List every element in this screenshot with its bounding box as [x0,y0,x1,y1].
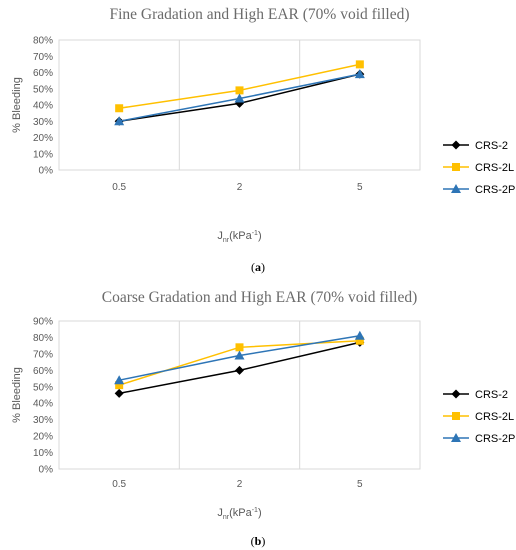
x-tick-label: 5 [357,182,363,193]
x-axis-label-part: -1 [252,230,258,237]
figure-caption: (a) [251,260,265,274]
y-axis-label: % Bleeding [11,367,23,423]
data-point-crs-2l [355,336,364,345]
y-tick-label: 40% [33,101,53,112]
data-point-crs-2p [354,330,365,340]
data-point-crs-2 [235,365,244,375]
plot-area [58,320,421,470]
y-tick-label: 50% [33,382,53,393]
y-tick-label: 10% [33,149,53,160]
y-tick-label: 20% [33,133,53,144]
data-point-crs-2 [114,388,124,398]
x-tick-label: 5 [357,479,363,490]
chart-title: Coarse Gradation and High EAR (70% void … [102,289,418,306]
data-point-crs-2l [115,381,124,390]
caption-letter: b [255,534,262,548]
x-axis-label-part: nr [223,237,230,244]
x-axis-label-part: nr [223,514,230,521]
chart-1: Coarse Gradation and High EAR (70% void … [11,289,515,548]
legend-marker [451,140,461,150]
y-tick-label: 30% [33,415,53,426]
figure-caption: (b) [251,534,266,548]
y-tick-label: 80% [33,36,53,47]
data-point-crs-2l [355,60,364,69]
caption-close: ) [261,534,265,548]
x-axis-label: Jnr(kPa-1) [217,230,261,244]
data-point-crs-2l [235,343,244,352]
y-tick-label: 80% [33,333,53,344]
legend-label: CRS-2 [475,389,508,401]
data-point-crs-2p [354,69,365,79]
y-tick-label: 0% [39,465,54,476]
chart-title: Fine Gradation and High EAR (70% void fi… [109,6,409,23]
data-point-crs-2p [114,375,125,385]
x-axis-label-part: (kPa [229,507,253,519]
legend-label: CRS-2P [475,184,515,196]
data-point-crs-2p [234,350,245,360]
y-tick-label: 0% [39,166,54,177]
legend-marker [451,389,461,399]
chart-0: Fine Gradation and High EAR (70% void fi… [11,6,515,274]
legend-label: CRS-2 [475,140,508,152]
x-tick-label: 0.5 [112,479,126,490]
x-axis-label-part: ) [258,507,262,519]
x-axis-label-part: J [217,507,223,519]
y-tick-label: 50% [33,84,53,95]
x-tick-label: 0.5 [112,182,126,193]
data-point-crs-2p [234,93,245,103]
x-tick-label: 2 [237,479,243,490]
y-tick-label: 70% [33,52,53,63]
data-point-crs-2p [114,116,125,126]
x-axis-label-part: ) [258,230,262,242]
data-point-crs-2l [115,104,124,113]
caption-open: ( [251,260,255,274]
y-tick-label: 60% [33,366,53,377]
y-tick-label: 60% [33,68,53,79]
x-axis-label-part: J [217,230,223,242]
x-axis-label: Jnr(kPa-1) [217,507,261,521]
caption-letter: a [255,260,261,274]
y-axis-label: % Bleeding [11,77,23,133]
x-axis-label-part: (kPa [229,230,253,242]
legend-marker [451,433,461,442]
x-axis-label-part: -1 [252,507,258,514]
legend-marker [452,412,460,420]
y-tick-label: 30% [33,117,53,128]
data-point-crs-2l [235,86,244,95]
caption-close: ) [261,260,265,274]
caption-open: ( [251,534,255,548]
legend-label: CRS-2P [475,433,515,445]
plot-area [58,39,421,171]
legend-label: CRS-2L [475,411,514,423]
legend-marker [452,163,460,171]
x-tick-label: 2 [237,182,243,193]
y-tick-label: 20% [33,432,53,443]
y-tick-label: 70% [33,349,53,360]
legend-marker [451,184,461,193]
y-tick-label: 40% [33,399,53,410]
y-tick-label: 90% [33,317,53,328]
legend-label: CRS-2L [475,162,514,174]
y-tick-label: 10% [33,448,53,459]
